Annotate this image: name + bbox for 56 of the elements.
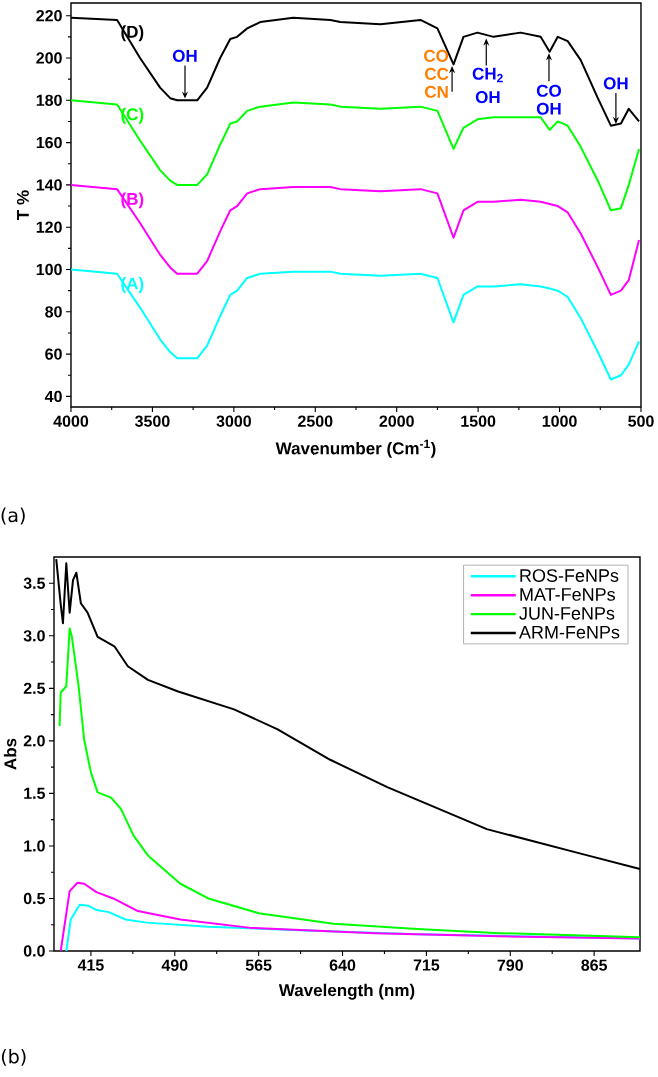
- annotation: CO: [424, 49, 449, 62]
- legend-label: MAT-FeNPs: [520, 588, 615, 601]
- y-tick-label: 0.0: [23, 945, 45, 957]
- annotation: CH$_{2}$: [472, 67, 503, 83]
- y-tick-label: 2.5: [23, 682, 46, 694]
- x-tick-label: 865: [581, 959, 608, 971]
- y-tick-label: 140: [36, 179, 62, 191]
- legend-label: ROS-FeNPs: [520, 569, 619, 582]
- annotation: OH: [172, 49, 197, 62]
- x-tick-label: 2500: [298, 415, 333, 427]
- text: (b): [1, 1048, 26, 1066]
- line-series: [69, 268, 641, 381]
- x-tick-label: 565: [245, 959, 272, 971]
- y-tick-label: 0.5: [23, 892, 46, 905]
- x-tick-label: 715: [413, 959, 440, 971]
- x-tick-label: 3000: [216, 415, 251, 427]
- y-tick-label: 200: [36, 52, 62, 64]
- y-tick-label: 100: [36, 263, 62, 276]
- y-tick-label: 3.0: [23, 630, 45, 642]
- x-tick-label: 500: [628, 415, 654, 427]
- y-tick-label: 2.0: [23, 735, 45, 747]
- y-tick-label: 120: [36, 221, 62, 233]
- x-tick-label: 790: [497, 959, 523, 971]
- x-tick-label: 3500: [134, 415, 170, 427]
- y-tick-label: 160: [36, 136, 62, 149]
- text: (a): [1, 507, 25, 525]
- x-tick-label: 415: [77, 959, 104, 971]
- x-tick-label: 490: [161, 959, 188, 971]
- x-tick-label: 1000: [542, 415, 577, 427]
- y-tick-label: 60: [45, 348, 62, 360]
- annotation: CO: [536, 84, 562, 97]
- x-tick-label: 1500: [461, 415, 496, 427]
- y-axis-title: Abs: [3, 738, 17, 770]
- y-tick-label: 80: [45, 306, 62, 318]
- x-tick-label: 4000: [53, 415, 89, 427]
- legend-label: ARM-FeNPs: [519, 626, 620, 639]
- annotation: OH: [475, 91, 500, 104]
- x-axis-title: Wavelength (nm): [278, 983, 415, 1000]
- y-tick-label: 1.5: [24, 787, 46, 799]
- line-series: [69, 183, 641, 296]
- x-tick-label: 2000: [379, 415, 414, 427]
- y-tick-label: 1.0: [24, 840, 45, 852]
- x-tick-label: 640: [329, 959, 356, 971]
- legend-label: JUN-FeNPs: [519, 607, 615, 620]
- y-tick-label: 40: [44, 390, 62, 403]
- annotation: OH: [603, 77, 628, 90]
- annotation: CC: [425, 67, 449, 80]
- line-series: [58, 627, 641, 939]
- annotation: OH: [536, 102, 561, 115]
- line-series: [59, 881, 641, 952]
- y-tick-label: 180: [36, 94, 62, 106]
- y-axis-title: T %: [16, 190, 29, 220]
- annotation: CN: [425, 85, 448, 98]
- y-tick-label: 3.5: [23, 577, 46, 589]
- x-axis-title: Wavenumber (Cm$^{-1}$): [275, 439, 436, 458]
- y-tick-label: 220: [36, 10, 62, 22]
